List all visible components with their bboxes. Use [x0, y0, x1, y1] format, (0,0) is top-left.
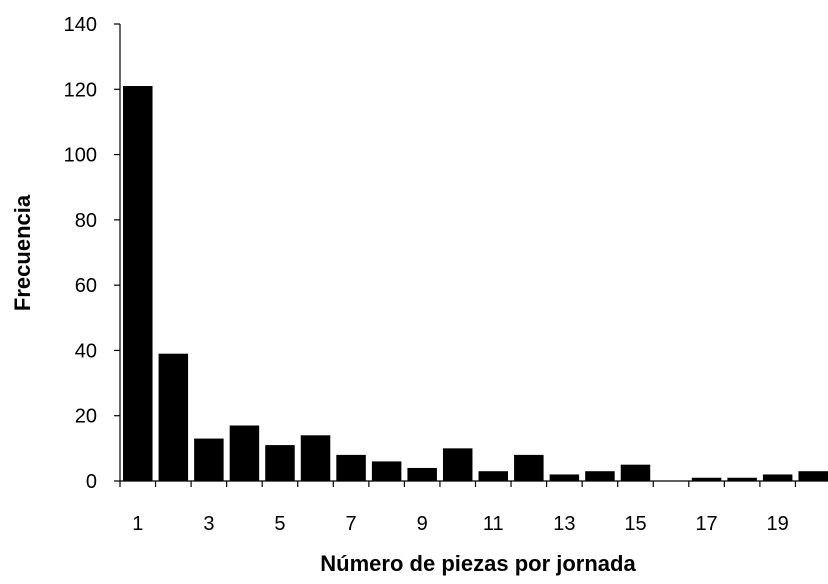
- x-tick-label: 3: [203, 513, 214, 535]
- x-axis: 1 3 5 7 9 11 13 15 17 19: [119, 480, 828, 535]
- bar: [407, 467, 437, 481]
- bar: [727, 477, 757, 481]
- y-axis: 0 20 40 60 80 100 120 140: [64, 14, 121, 493]
- bar: [514, 454, 544, 481]
- bar: [620, 464, 651, 481]
- x-tick-label: 15: [624, 513, 646, 535]
- y-tick-label: 140: [64, 14, 97, 36]
- x-tick-label: 13: [553, 513, 575, 535]
- bar: [478, 471, 509, 481]
- bar: [798, 471, 828, 481]
- y-axis-title: Frecuencia: [10, 194, 35, 311]
- x-tick-label: 19: [767, 513, 789, 535]
- bar: [300, 435, 331, 481]
- bars: [123, 86, 828, 482]
- bar: [442, 448, 473, 481]
- y-tick-label: 40: [75, 340, 97, 362]
- bar: [762, 474, 793, 481]
- bar: [691, 477, 722, 481]
- x-axis-title: Número de piezas por jornada: [320, 551, 636, 576]
- x-tick-label: 5: [274, 513, 285, 535]
- y-tick-label: 120: [64, 79, 97, 101]
- bar: [265, 445, 295, 481]
- bar: [585, 471, 615, 481]
- x-tick-label: 11: [483, 513, 504, 535]
- x-tick-label: 7: [346, 513, 357, 535]
- bar: [229, 425, 260, 481]
- y-tick-label: 60: [75, 275, 97, 297]
- x-tick-label: 17: [695, 513, 717, 535]
- bar: [123, 86, 153, 482]
- y-tick-label: 80: [75, 210, 97, 232]
- bar: [194, 438, 224, 481]
- bar: [371, 461, 402, 481]
- x-tick-label: 9: [417, 513, 428, 535]
- y-tick-label: 100: [64, 145, 97, 167]
- bar: [549, 474, 580, 481]
- bar: [336, 454, 366, 481]
- y-tick-label: 20: [75, 406, 97, 428]
- y-tick-label: 0: [86, 471, 97, 493]
- bar: [158, 353, 189, 481]
- x-tick-label: 1: [132, 513, 143, 535]
